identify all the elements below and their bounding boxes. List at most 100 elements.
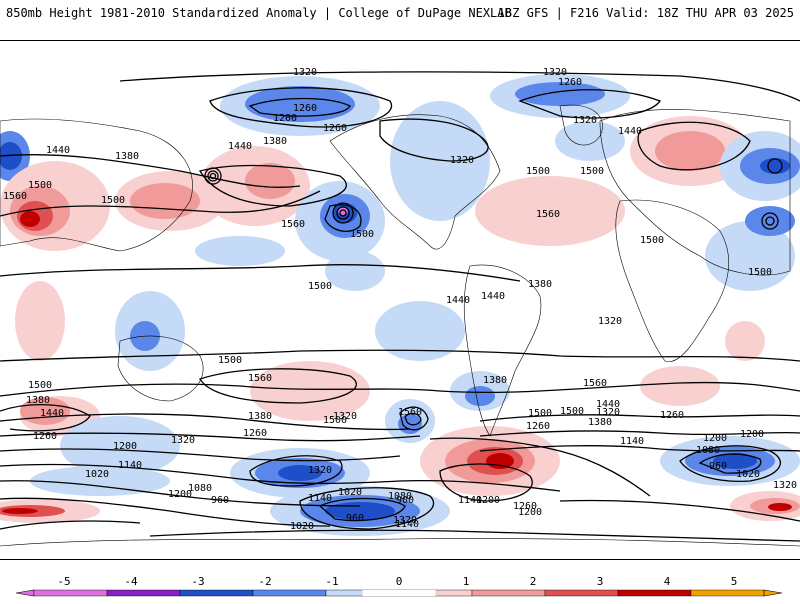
contour-line-2	[0, 190, 321, 217]
anomaly-area-28	[195, 236, 285, 266]
anomaly-area-16	[20, 211, 40, 227]
anomaly-area-25	[475, 176, 625, 246]
contour-line-12	[0, 381, 800, 397]
colorbar-tick-label: 0	[396, 575, 403, 588]
contour-line-35	[0, 520, 141, 530]
anomaly-area-32	[375, 301, 465, 361]
contour-label: 1200	[518, 507, 542, 518]
coastline-2	[463, 264, 542, 437]
anomaly-area-63	[30, 466, 170, 496]
contour-line-3	[209, 87, 393, 128]
contour-label: 1260	[660, 410, 684, 421]
contour-line-22	[429, 437, 651, 497]
colorbar-tick-label: 3	[597, 575, 604, 588]
contour-label: 1260	[323, 123, 347, 134]
contour-label: 1320	[596, 407, 620, 418]
anomaly-area-37	[250, 361, 370, 421]
contour-label: 1380	[263, 136, 287, 147]
contour-label: 1020	[338, 487, 362, 498]
colorbar-tick-label: -3	[191, 575, 204, 588]
colorbar-segment-neg3	[179, 589, 254, 597]
contour-line-17	[0, 480, 361, 507]
anomaly-area-38	[640, 366, 720, 406]
contour-circle-4	[336, 206, 350, 220]
contour-label: 1560	[3, 191, 27, 202]
colorbar-tick-label: 1	[463, 575, 470, 588]
map-title: 850mb Height 1981-2010 Standardized Anom…	[6, 6, 512, 20]
colorbar-arrow-left	[15, 589, 35, 597]
contour-line-7	[637, 121, 751, 171]
contour-line-6	[379, 118, 489, 162]
contour-line-16	[0, 463, 561, 492]
contour-line-14	[0, 432, 421, 442]
contour-line-11	[0, 349, 800, 362]
contour-line-1	[0, 154, 301, 188]
anomaly-area-26	[705, 221, 795, 291]
anomaly-area-50	[278, 465, 322, 481]
contour-line-18	[0, 497, 331, 527]
contour-line-34	[149, 529, 800, 542]
contour-label: 1260	[526, 421, 550, 432]
contour-label: 1140	[118, 460, 142, 471]
contour-label: 1560	[536, 209, 560, 220]
contour-label: 1320	[598, 316, 622, 327]
contour-label: 1260	[33, 431, 57, 442]
contour-label: 1500	[560, 406, 584, 417]
colorbar-segment-pos2	[471, 589, 546, 597]
contour-line-21	[479, 445, 800, 452]
coastline-7	[0, 538, 800, 547]
contour-label: 1380	[588, 417, 612, 428]
contour-label: 1320	[543, 67, 567, 78]
contour-label: 1320	[171, 435, 195, 446]
colorbar-segment-pos5	[690, 589, 765, 597]
contour-label: 1380	[248, 411, 272, 422]
anomaly-area-40	[465, 386, 495, 406]
contour-circle-7	[765, 216, 775, 226]
contour-label: 1320	[333, 411, 357, 422]
anomaly-area-20	[245, 163, 295, 199]
anomaly-area-5	[555, 121, 625, 161]
colorbar-segment-pos4	[617, 589, 692, 597]
contour-line-32	[199, 368, 357, 404]
contour-label: 1500	[350, 229, 374, 240]
contour-line-0	[119, 71, 800, 102]
anomaly-area-18	[130, 183, 200, 219]
contour-label: 1320	[573, 115, 597, 126]
anomaly-area-29	[325, 251, 385, 291]
anomaly-area-33	[15, 281, 65, 361]
colorbar-tick-label: -1	[325, 575, 338, 588]
contour-line-5	[518, 89, 661, 119]
contour-label: 960	[709, 461, 727, 472]
contour-label: 1260	[558, 77, 582, 88]
anomaly-area-56	[713, 453, 757, 469]
contour-label: 1380	[483, 375, 507, 386]
coastline-4	[599, 109, 791, 276]
contour-line-31	[404, 412, 422, 426]
colorbar: -5 -4 -3 -2 -1 0 1 2 3 4 5	[14, 574, 786, 600]
contour-circle-1	[207, 170, 219, 182]
contour-label: 1260	[513, 501, 537, 512]
contour-label: 1200	[113, 441, 137, 452]
contour-label: 1200	[168, 489, 192, 500]
contour-label: 1200	[476, 495, 500, 506]
colorbar-segment-pos3	[544, 589, 619, 597]
anomaly-map: 1320 132012601260120012601320144013801440…	[0, 67, 800, 547]
contour-line-13	[0, 413, 411, 431]
contour-label: 1500	[640, 235, 664, 246]
contour-label: 1440	[228, 141, 252, 152]
contour-label: 1500	[308, 281, 332, 292]
contour-label: 1560	[583, 378, 607, 389]
map-panel: 1320 1320 1260 1260 1200 1260 1320 1440 1380 1440…	[0, 40, 800, 560]
contour-line-28	[318, 497, 406, 522]
colorbar-segment-neg4	[106, 589, 181, 597]
anomaly-area-4	[390, 101, 490, 221]
contour-label: 1440	[40, 408, 64, 419]
contour-label: 1080	[696, 445, 720, 456]
colorbar-arrow-right	[763, 589, 783, 597]
contour-labels: 1320 132012601260120012601320144013801440…	[3, 67, 797, 532]
contour-label: 1500	[28, 180, 52, 191]
contour-label: 1200	[740, 429, 764, 440]
contour-label: 1440	[596, 399, 620, 410]
contour-label: 1140	[395, 519, 419, 530]
contour-label: 1140	[458, 495, 482, 506]
